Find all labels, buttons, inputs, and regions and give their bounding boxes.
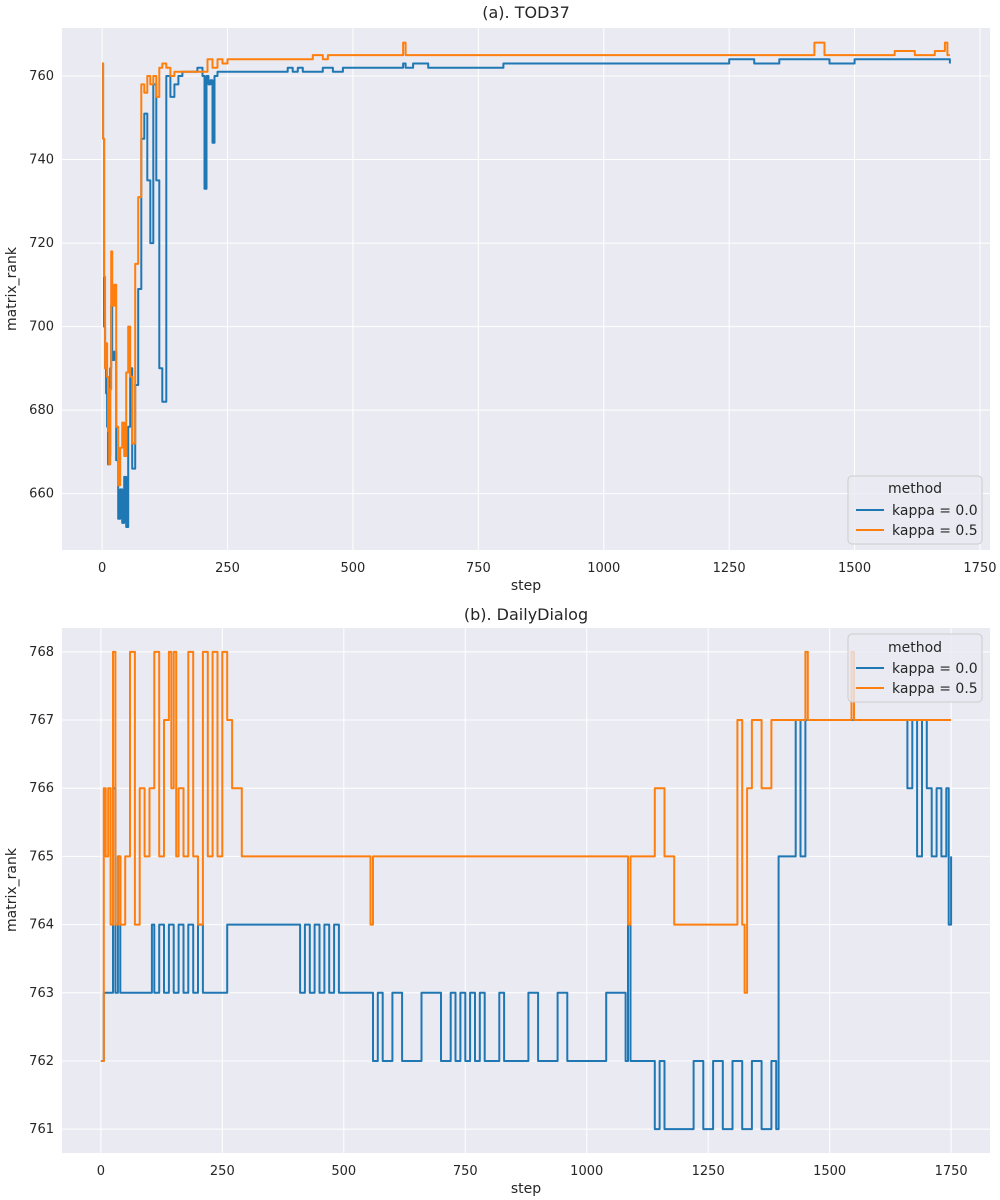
y-tick-label: 760 [29,69,54,84]
chart-title-b: (b). DailyDialog [464,605,588,624]
series-line-kappa=0.0 [100,719,953,1131]
y-tick-labels-a: 660 680 700 720 740 760 [29,69,54,502]
x-tick-label: 750 [466,561,491,576]
x-tick-label: 1500 [813,1164,846,1179]
x-tick-label: 1000 [587,561,620,576]
series-lines-a [102,41,951,528]
y-axis-label-a: matrix_rank [4,246,20,331]
plot-area-a [62,28,990,550]
y-axis-label-b: matrix_rank [4,847,20,932]
x-axis-label-a: step [511,578,541,594]
y-tick-label: 767 [29,713,54,728]
legend-a: method kappa = 0.0 kappa = 0.5 [847,475,983,545]
x-tick-label: 1250 [692,1164,725,1179]
legend-label-a-kappa-0.5: kappa = 0.5 [892,523,978,539]
legend-label-b-kappa-0.5: kappa = 0.5 [892,681,978,697]
y-tick-label: 765 [29,849,54,864]
x-axis-label-b: step [511,1181,541,1197]
series-lines-b [100,650,953,1131]
y-tick-label: 720 [29,236,54,251]
y-tick-label: 700 [29,320,54,335]
panel-a: 660 680 700 720 740 760 0 250 500 750 1000 1250 150… [4,3,997,594]
y-tick-label: 768 [29,645,54,660]
x-tick-label: 1750 [935,1164,968,1179]
y-tick-label: 766 [29,781,54,796]
x-tick-label: 1000 [570,1164,603,1179]
y-tick-label: 761 [29,1122,54,1137]
x-tick-label: 500 [341,561,366,576]
y-tick-label: 764 [29,918,54,933]
y-tick-label: 762 [29,1054,54,1069]
x-tick-label: 1750 [963,561,996,576]
chart-title-a: (a). TOD37 [482,3,570,22]
x-tick-label: 750 [453,1164,478,1179]
x-tick-label: 500 [331,1164,356,1179]
series-line-kappa=0.5 [102,41,950,487]
y-tick-label: 660 [29,487,54,502]
x-tick-labels-b: 0 250 500 750 1000 1250 1500 1750 [97,1164,968,1179]
x-tick-label: 1500 [838,561,871,576]
x-tick-label: 1250 [713,561,746,576]
x-tick-labels-a: 0 250 500 750 1000 1250 1500 1750 [98,561,997,576]
legend-title-a: method [888,481,942,497]
series-line-kappa=0.5 [100,650,952,1062]
legend-box-a [847,475,983,545]
legend-title-b: method [888,640,942,656]
y-tick-label: 740 [29,153,54,168]
y-tick-label: 763 [29,986,54,1001]
y-tick-label: 680 [29,403,54,418]
panel-b: 761 762 763 764 765 766 767 768 0 250 500 750 1000 1… [4,605,990,1197]
x-tick-label: 250 [210,1164,235,1179]
x-tick-label: 250 [215,561,240,576]
legend-label-b-kappa-0.0: kappa = 0.0 [892,661,978,677]
legend-b: method kappa = 0.0 kappa = 0.5 [847,633,983,703]
x-tick-label: 0 [97,1164,105,1179]
legend-label-a-kappa-0.0: kappa = 0.0 [892,503,978,519]
x-tick-label: 0 [98,561,106,576]
y-tick-labels-b: 761 762 763 764 765 766 767 768 [29,645,54,1137]
legend-box-b [847,633,983,703]
